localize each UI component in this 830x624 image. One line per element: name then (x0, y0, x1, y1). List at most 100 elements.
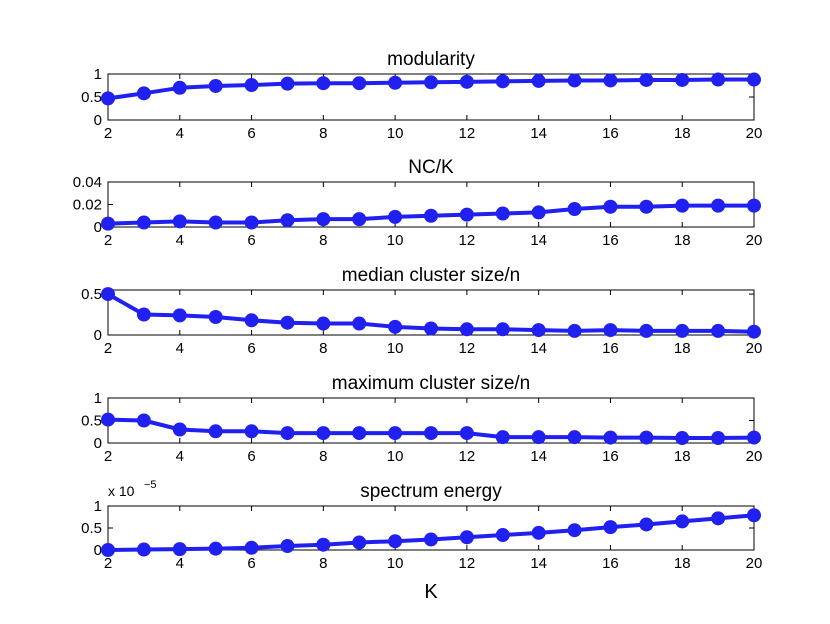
data-point (495, 322, 510, 337)
x-tick-label: 8 (319, 555, 327, 572)
data-point (567, 73, 582, 88)
data-point (531, 205, 546, 220)
y-tick-label: 0 (94, 112, 102, 129)
data-point (531, 323, 546, 338)
x-tick-label: 18 (674, 555, 691, 572)
x-tick-label: 14 (530, 340, 547, 357)
y-tick-label: 0.5 (81, 286, 102, 303)
data-point (136, 307, 151, 322)
data-point (747, 508, 761, 523)
x-tick-label: 18 (674, 232, 691, 249)
subplot-title: NC/K (408, 157, 454, 178)
x-tick-label: 12 (459, 555, 476, 572)
x-tick-label: 10 (387, 340, 404, 357)
x-tick-label: 20 (746, 232, 763, 249)
y-tick-label: 0.5 (81, 520, 102, 537)
data-point (208, 310, 223, 324)
data-point (711, 198, 726, 213)
x-tick-label: 10 (387, 232, 404, 249)
data-point (244, 424, 259, 439)
data-point (603, 323, 618, 338)
x-tick-label: 2 (104, 232, 112, 249)
data-point (136, 86, 151, 101)
y-tick-label: 0 (94, 219, 102, 236)
data-point (567, 202, 582, 216)
data-point (280, 539, 295, 554)
y-tick-label: 0.02 (73, 197, 102, 214)
data-point (639, 199, 654, 214)
data-point (280, 426, 295, 441)
y-tick-label: 1 (94, 498, 102, 515)
x-tick-label: 18 (674, 340, 691, 357)
data-point (747, 430, 761, 445)
data-point (424, 532, 438, 547)
data-point (639, 72, 654, 87)
data-point (531, 525, 546, 540)
x-tick-label: 2 (104, 555, 112, 572)
x-tick-label: 16 (602, 125, 619, 142)
x-tick-label: 12 (459, 340, 476, 357)
data-point (316, 537, 331, 552)
data-point (208, 215, 223, 230)
data-point (603, 199, 618, 214)
y-tick-label: 0 (94, 542, 102, 559)
data-point (711, 323, 726, 338)
data-point (747, 324, 761, 339)
data-point (711, 431, 726, 446)
x-tick-label: 20 (746, 340, 763, 357)
data-point (244, 540, 259, 555)
data-point (388, 319, 403, 334)
x-tick-label: 12 (459, 232, 476, 249)
data-point (316, 76, 331, 91)
data-point (424, 75, 438, 90)
data-point (459, 426, 474, 441)
data-point (675, 72, 690, 87)
x-tick-label: 6 (247, 555, 255, 572)
x-tick-label: 10 (387, 555, 404, 572)
data-point (603, 520, 618, 535)
data-point (280, 76, 295, 91)
x-tick-label: 18 (674, 125, 691, 142)
data-point (244, 78, 259, 93)
data-point (244, 215, 259, 230)
data-point (459, 207, 474, 222)
data-point (352, 535, 367, 550)
data-point (352, 316, 367, 331)
x-tick-label: 8 (319, 125, 327, 142)
data-point (172, 422, 187, 437)
subplot-1: modularity 2 4 6 8 10 12 14 16 18 20 0 0.5 1 (81, 49, 762, 142)
data-point (459, 530, 474, 545)
data-point (388, 209, 403, 224)
x-tick-label: 10 (387, 448, 404, 465)
data-point (280, 213, 295, 228)
data-point (101, 412, 115, 427)
data-point (136, 542, 151, 557)
data-point (747, 198, 761, 213)
data-point (711, 511, 726, 526)
x-tick-label: 12 (459, 125, 476, 142)
subplot-5: spectrum energy 2 4 6 8 10 12 14 16 18 20 0 0.5 1 x 10… (81, 479, 762, 603)
data-point (567, 323, 582, 338)
data-point (675, 431, 690, 446)
data-point (567, 523, 582, 538)
y-tick-label: 0.5 (81, 89, 102, 106)
x-tick-label: 16 (602, 340, 619, 357)
x-tick-label: 20 (746, 448, 763, 465)
x-tick-label: 8 (319, 232, 327, 249)
subplot-4: maximum cluster size/n 2 4 6 8 10 12 14 16 18 20 0 0… (81, 373, 762, 465)
x-tick-label: 20 (746, 555, 763, 572)
x-tick-label: 2 (104, 448, 112, 465)
data-point (208, 541, 223, 556)
data-point (424, 208, 438, 223)
data-point (603, 430, 618, 445)
subplot-title: median cluster size/n (342, 265, 520, 286)
x-tick-label: 14 (530, 232, 547, 249)
data-point (675, 198, 690, 213)
data-point (208, 424, 223, 439)
x-tick-label: 16 (602, 555, 619, 572)
data-point (424, 426, 438, 441)
data-point (603, 73, 618, 88)
data-point (675, 514, 690, 529)
x-tick-label: 16 (602, 232, 619, 249)
